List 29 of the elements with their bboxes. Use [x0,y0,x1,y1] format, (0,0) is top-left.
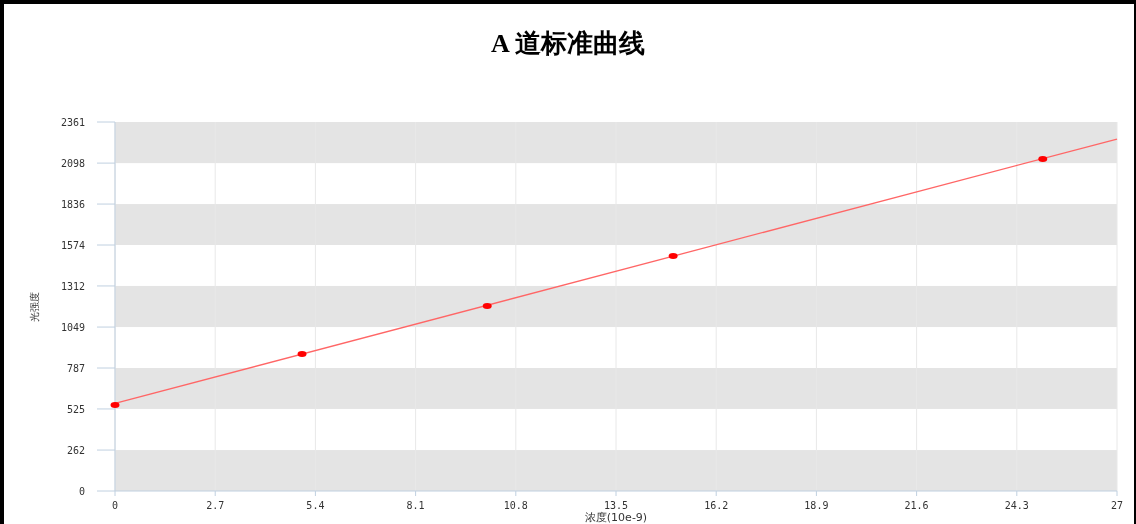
y-tick-label: 1574 [60,240,85,251]
y-tick-label: 787 [66,363,85,374]
chart-title: A 道标准曲线 [491,29,645,58]
y-tick-label: 262 [66,445,85,457]
point [668,252,678,259]
x-tick-label: 18.9 [804,500,829,511]
x-tick-label: 21.6 [904,500,929,511]
y-tick-label: 2361 [60,117,85,128]
y-tick-label: 0 [78,486,85,497]
x-tick-label: 2.7 [206,500,225,511]
x-tick-label: 5.4 [306,500,325,511]
y-tick-label: 2098 [60,158,85,170]
x-tick-label: 10.8 [503,500,528,511]
point [482,302,492,309]
y-tick-label: 1049 [60,322,85,334]
x-tick-label: 8.1 [406,500,425,511]
y-axis-title: 光强度 [29,291,40,322]
x-tick-label: 0 [111,500,119,511]
y-tick-label: 525 [66,403,85,415]
point [110,402,120,409]
x-tick-label: 13.5 [603,500,629,511]
y-tick-label: 1312 [60,280,85,292]
x-tick-label: 24.3 [1004,500,1029,511]
point [1038,156,1048,163]
x-axis-title: 浓度(10e-9) [584,511,648,524]
x-tick-label: 16.2 [704,500,729,511]
y-tick-label: 1836 [60,199,85,211]
point [297,350,307,357]
x-tick-label: 27 [1110,500,1124,511]
